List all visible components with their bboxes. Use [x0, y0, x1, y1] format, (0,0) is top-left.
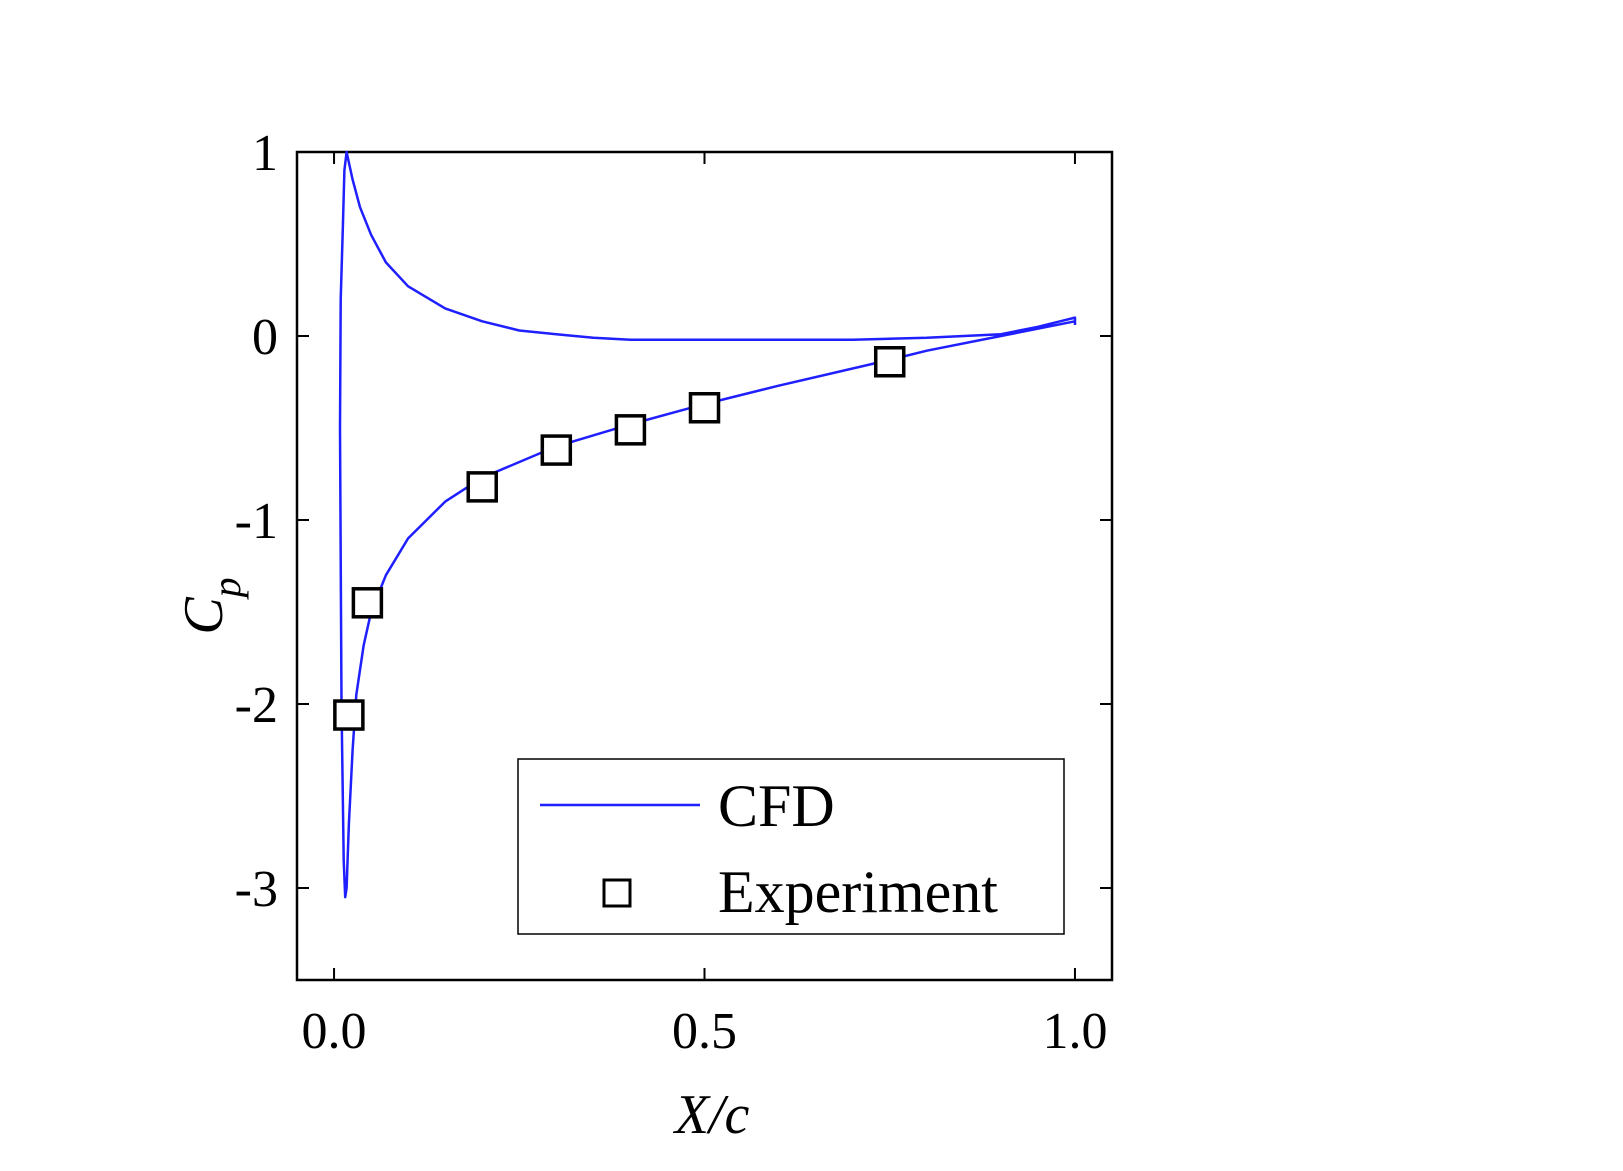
x-tick-label: 0.0 — [302, 1003, 367, 1060]
svg-text:Cp: Cp — [173, 577, 249, 634]
y-axis-title-subscript: p — [204, 577, 249, 600]
legend-experiment-swatch — [602, 878, 632, 908]
cfd-series-line — [338, 150, 1077, 899]
y-tick-label: 0 — [252, 309, 278, 366]
experiment-series-markers — [333, 346, 906, 731]
legend-experiment-label: Experiment — [718, 859, 998, 925]
y-tick-label: -3 — [235, 861, 278, 918]
legend-cfd-label: CFD — [718, 773, 835, 839]
experiment-data-point — [466, 471, 498, 503]
experiment-data-point — [540, 434, 573, 466]
x-tick-label: 0.5 — [672, 1003, 737, 1060]
experiment-data-point — [873, 346, 906, 378]
y-axis-title-main: C — [173, 597, 235, 635]
experiment-data-point — [688, 392, 721, 424]
y-tick-label: -1 — [235, 493, 278, 550]
x-axis-ticks: 0.0 0.5 1.0 — [302, 152, 1107, 1060]
experiment-data-point — [614, 414, 647, 446]
y-tick-label: 1 — [252, 125, 278, 182]
y-tick-label: -2 — [235, 677, 278, 734]
y-axis-ticks: 1 0 -1 -2 -3 — [235, 125, 1112, 918]
experiment-data-point — [333, 699, 365, 731]
legend: CFD Experiment — [517, 758, 1065, 935]
experiment-data-point — [351, 587, 384, 619]
y-axis-title: Cp — [173, 577, 249, 634]
x-axis-title: X/c — [673, 1084, 750, 1146]
x-tick-label: 1.0 — [1042, 1003, 1107, 1060]
